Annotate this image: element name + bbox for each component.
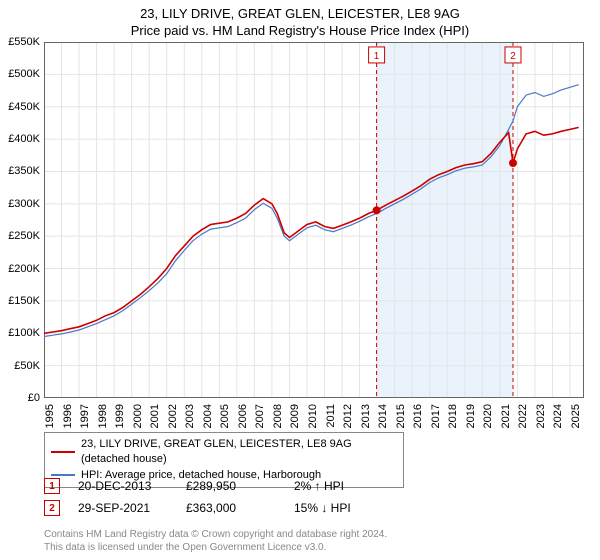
y-tick-label: £400K xyxy=(8,133,40,145)
y-tick-label: £50K xyxy=(14,360,40,372)
marker-point xyxy=(373,206,381,214)
x-tick-label: 2001 xyxy=(149,404,161,428)
chart-plot-area: 1 2 £0£50K£100K£150K£200K£250K£300K£350K… xyxy=(44,42,584,398)
x-tick-label: 2023 xyxy=(535,404,547,428)
x-tick-label: 2016 xyxy=(412,404,424,428)
x-tick-label: 2024 xyxy=(552,404,564,428)
transaction-badge: 2 xyxy=(44,500,60,516)
x-tick-label: 2009 xyxy=(289,404,301,428)
transaction-price: £289,950 xyxy=(186,479,276,493)
legend-label: 23, LILY DRIVE, GREAT GLEN, LEICESTER, L… xyxy=(81,437,397,468)
y-tick-label: £300K xyxy=(8,198,40,210)
x-tick-label: 2015 xyxy=(395,404,407,428)
marker-badge: 1 xyxy=(369,47,385,63)
marker-point xyxy=(509,159,517,167)
svg-text:2: 2 xyxy=(510,51,516,62)
x-tick-label: 2006 xyxy=(237,404,249,428)
x-tick-label: 2004 xyxy=(202,404,214,428)
y-tick-label: £200K xyxy=(8,263,40,275)
x-tick-label: 2021 xyxy=(500,404,512,428)
x-tick-label: 2022 xyxy=(517,404,529,428)
x-tick-label: 2008 xyxy=(272,404,284,428)
chart-title-line1: 23, LILY DRIVE, GREAT GLEN, LEICESTER, L… xyxy=(0,0,600,21)
transaction-date: 20-DEC-2013 xyxy=(78,479,168,493)
x-tick-label: 2002 xyxy=(167,404,179,428)
marker-badge: 2 xyxy=(505,47,521,63)
y-tick-label: £0 xyxy=(28,392,40,404)
transaction-price: £363,000 xyxy=(186,501,276,515)
x-tick-label: 2011 xyxy=(325,404,337,428)
transaction-delta: 15% ↓ HPI xyxy=(294,501,384,515)
y-tick-label: £450K xyxy=(8,101,40,113)
transaction-row: 1 20-DEC-2013 £289,950 2% ↑ HPI xyxy=(44,478,584,494)
x-tick-label: 1996 xyxy=(62,404,74,428)
x-tick-label: 2020 xyxy=(482,404,494,428)
highlight-band xyxy=(377,42,513,398)
y-tick-label: £150K xyxy=(8,295,40,307)
y-tick-label: £550K xyxy=(8,36,40,48)
footer-attribution: Contains HM Land Registry data © Crown c… xyxy=(44,528,387,554)
x-tick-label: 2005 xyxy=(219,404,231,428)
transaction-row: 2 29-SEP-2021 £363,000 15% ↓ HPI xyxy=(44,500,584,516)
x-tick-label: 2010 xyxy=(307,404,319,428)
transaction-delta: 2% ↑ HPI xyxy=(294,479,384,493)
x-tick-label: 2000 xyxy=(132,404,144,428)
x-tick-label: 2019 xyxy=(465,404,477,428)
x-tick-label: 1999 xyxy=(114,404,126,428)
x-tick-label: 2013 xyxy=(360,404,372,428)
transaction-date: 29-SEP-2021 xyxy=(78,501,168,515)
footer-line1: Contains HM Land Registry data © Crown c… xyxy=(44,528,387,541)
x-tick-label: 2025 xyxy=(570,404,582,428)
legend-swatch xyxy=(51,474,75,476)
x-tick-label: 2003 xyxy=(184,404,196,428)
y-tick-label: £250K xyxy=(8,230,40,242)
transaction-table: 1 20-DEC-2013 £289,950 2% ↑ HPI 2 29-SEP… xyxy=(44,478,584,522)
legend-row: 23, LILY DRIVE, GREAT GLEN, LEICESTER, L… xyxy=(51,437,397,468)
legend-swatch xyxy=(51,451,75,453)
y-tick-label: £350K xyxy=(8,165,40,177)
x-tick-label: 1997 xyxy=(79,404,91,428)
x-tick-label: 1998 xyxy=(97,404,109,428)
transaction-badge: 1 xyxy=(44,478,60,494)
x-tick-label: 2018 xyxy=(447,404,459,428)
footer-line2: This data is licensed under the Open Gov… xyxy=(44,541,387,554)
x-tick-label: 1995 xyxy=(44,404,56,428)
x-tick-label: 2017 xyxy=(430,404,442,428)
x-tick-label: 2012 xyxy=(342,404,354,428)
x-tick-label: 2014 xyxy=(377,404,389,428)
chart-title-line2: Price paid vs. HM Land Registry's House … xyxy=(0,21,600,38)
x-tick-label: 2007 xyxy=(254,404,266,428)
y-tick-label: £500K xyxy=(8,68,40,80)
chart-container: 23, LILY DRIVE, GREAT GLEN, LEICESTER, L… xyxy=(0,0,600,560)
y-tick-label: £100K xyxy=(8,327,40,339)
line-chart-svg: 1 2 xyxy=(44,42,584,398)
svg-text:1: 1 xyxy=(374,51,380,62)
